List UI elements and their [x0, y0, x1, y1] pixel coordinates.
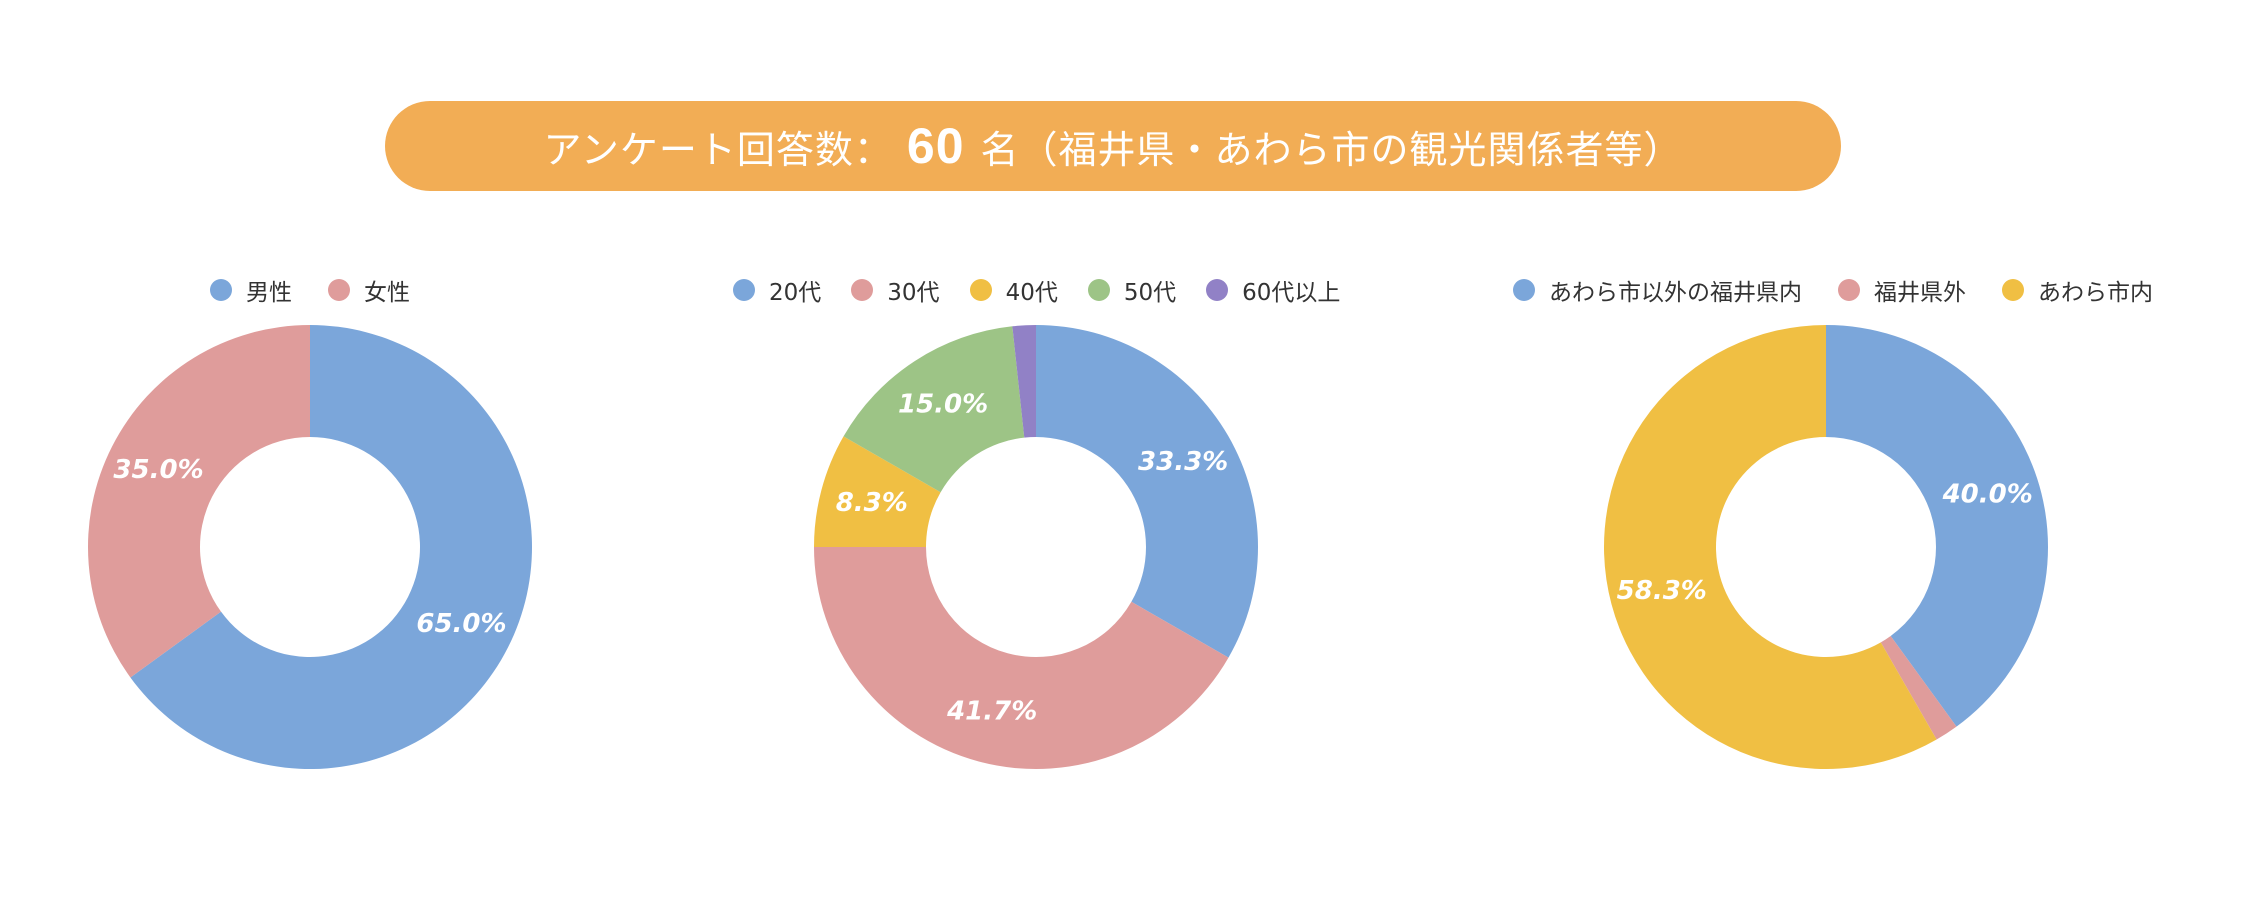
donut-chart-age: 33.3% 41.7% 8.3% 15.0% — [814, 325, 1258, 769]
legend-item[interactable]: 30代 — [851, 273, 940, 307]
legend-label: 50代 — [1123, 280, 1177, 306]
banner-suffix: 名（福井県・あわら市の観光関係者等） — [980, 127, 1683, 172]
donut-chart-residence: 40.0% 58.3% — [1604, 325, 2048, 769]
legend-label: 20代 — [769, 280, 822, 306]
donut-slice[interactable] — [814, 436, 941, 547]
slice-percent-label: 41.7% — [946, 696, 1037, 726]
donut-slice[interactable] — [843, 326, 1025, 493]
legend-item[interactable]: 60代以上 — [1206, 273, 1340, 307]
legend-label: 男性 — [246, 280, 292, 306]
legend-label: 女性 — [364, 280, 410, 306]
donut-chart-gender: 65.0% 35.0% — [87, 325, 532, 769]
legend-label: 60代以上 — [1242, 280, 1341, 306]
legend-item[interactable]: 50代 — [1087, 273, 1177, 307]
legend-label: 40代 — [1005, 280, 1058, 306]
legend-item[interactable]: 男性 — [210, 273, 292, 307]
legend-label: 福井県外 — [1874, 280, 1966, 306]
banner-prefix: アンケート回答数： — [543, 127, 893, 172]
legend-item[interactable]: 女性 — [328, 273, 410, 307]
donut-slice[interactable] — [1012, 325, 1036, 438]
slice-percent-label: 33.3% — [1138, 447, 1228, 477]
donut-slice[interactable] — [1036, 325, 1258, 658]
slice-percent-label: 58.3% — [1617, 576, 1707, 606]
donut-slice[interactable] — [130, 325, 532, 769]
legend-gender: 男性 女性 — [210, 272, 410, 308]
legend-dot — [1838, 279, 1860, 301]
legend-residence: あわら市以外の福井県内 福井県外 あわら市内 — [1513, 272, 2153, 308]
donut-slice[interactable] — [1826, 325, 2048, 727]
slice-percent-label: 15.0% — [898, 390, 988, 420]
donut-slice[interactable] — [814, 547, 1229, 769]
donut-slice[interactable] — [1604, 325, 1937, 769]
legend-item[interactable]: 20代 — [733, 273, 821, 307]
legend-dot — [851, 279, 874, 301]
survey-count-banner: アンケート回答数： 60 名（福井県・あわら市の観光関係者等） — [385, 101, 1841, 191]
legend-label: あわら市内 — [2038, 280, 2153, 306]
donut-slice[interactable] — [87, 325, 311, 678]
slice-percent-label: 8.3% — [836, 488, 908, 518]
legend-item[interactable]: あわら市内 — [2002, 273, 2153, 307]
banner-count: 60 — [906, 118, 965, 174]
legend-dot — [1087, 279, 1110, 301]
legend-dot — [969, 279, 992, 301]
legend-item[interactable]: あわら市以外の福井県内 — [1513, 273, 1802, 307]
legend-dot — [2002, 279, 2024, 301]
slice-percent-label: 40.0% — [1942, 479, 2033, 509]
legend-label: あわら市以外の福井県内 — [1549, 280, 1802, 306]
legend-dot — [328, 279, 350, 301]
legend-age: 20代 30代 40代 50代 60代以上 — [733, 272, 1340, 308]
slice-percent-label: 35.0% — [113, 455, 203, 485]
legend-item[interactable]: 40代 — [969, 273, 1058, 307]
legend-dot — [1513, 279, 1535, 301]
legend-dot — [733, 279, 755, 301]
donut-slice[interactable] — [1880, 635, 1957, 740]
slice-percent-label: 65.0% — [416, 609, 506, 639]
legend-label: 30代 — [887, 280, 940, 306]
legend-dot — [210, 279, 232, 301]
legend-dot — [1206, 279, 1229, 301]
legend-item[interactable]: 福井県外 — [1838, 273, 1966, 307]
